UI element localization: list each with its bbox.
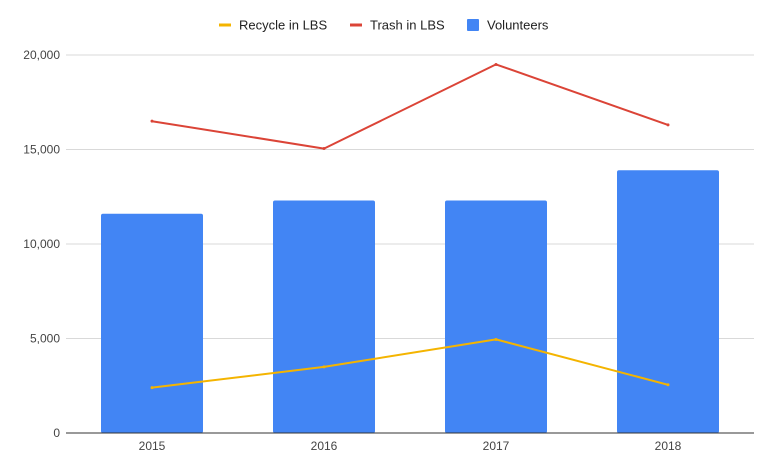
legend-item-recycle-in-lbs[interactable]: Recycle in LBS: [219, 18, 327, 33]
bar-volunteers-2016[interactable]: [273, 200, 375, 433]
x-tick-label: 2016: [311, 439, 338, 453]
x-tick-label: 2017: [483, 439, 510, 453]
point-trash-in-lbs-2018[interactable]: [666, 123, 670, 127]
y-tick-label: 10,000: [23, 237, 60, 251]
x-tick-label: 2015: [139, 439, 166, 453]
point-recycle-in-lbs-2015[interactable]: [150, 386, 154, 390]
point-trash-in-lbs-2016[interactable]: [322, 147, 326, 151]
legend: Recycle in LBS Trash in LBS Volunteers: [219, 18, 549, 33]
bar-layer: [101, 170, 719, 434]
x-tick-label: 2018: [655, 439, 682, 453]
legend-label: Trash in LBS: [370, 18, 445, 33]
point-recycle-in-lbs-2018[interactable]: [666, 383, 670, 387]
legend-square-icon: [467, 19, 479, 31]
legend-line-icon: [350, 23, 362, 27]
bar-volunteers-2015[interactable]: [101, 213, 203, 433]
point-trash-in-lbs-2015[interactable]: [150, 119, 154, 123]
line-recycle-in-lbs[interactable]: [151, 338, 669, 389]
y-tick-label: 0: [53, 426, 60, 440]
bar-volunteers-2017[interactable]: [445, 200, 547, 433]
legend-item-trash-in-lbs[interactable]: Trash in LBS: [350, 18, 445, 33]
y-tick-label: 20,000: [23, 48, 60, 62]
axis-layer: 0 5,000 10,000 15,000 20,000 2015 2016 2017 2018: [23, 48, 754, 453]
bar-volunteers-2018[interactable]: [617, 170, 719, 434]
point-recycle-in-lbs-2017[interactable]: [494, 337, 498, 341]
point-trash-in-lbs-2017[interactable]: [494, 62, 498, 66]
line-layer: [150, 62, 670, 390]
legend-label: Volunteers: [487, 18, 549, 33]
point-recycle-in-lbs-2016[interactable]: [322, 365, 326, 369]
y-tick-label: 15,000: [23, 143, 60, 157]
legend-label: Recycle in LBS: [239, 18, 327, 33]
line-trash-in-lbs[interactable]: [151, 63, 669, 150]
legend-line-icon: [219, 23, 231, 27]
legend-item-volunteers[interactable]: Volunteers: [467, 18, 549, 33]
y-tick-label: 5,000: [30, 332, 60, 346]
